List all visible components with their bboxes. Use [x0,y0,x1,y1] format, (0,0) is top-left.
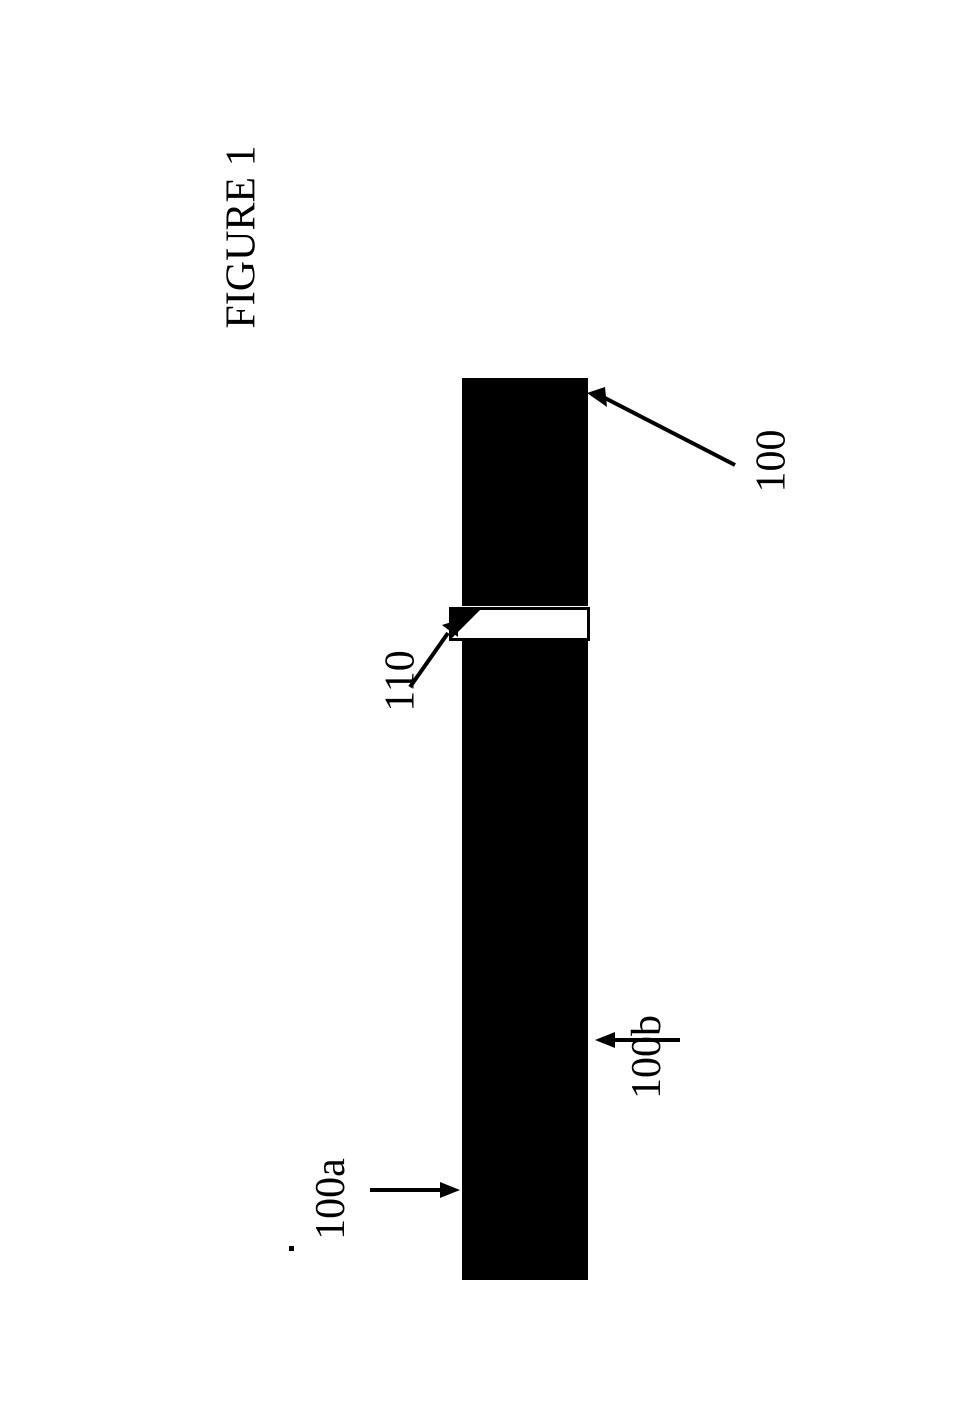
substrate-block-upper [462,378,588,606]
label-100a: 100a [307,1158,355,1240]
figure-title: FIGURE 1 [218,145,266,328]
arrow-100 [575,385,745,475]
dot-marker [289,1246,294,1251]
arrow-110 [400,615,470,695]
substrate-block-lower [462,640,588,1280]
arrow-100b [590,1025,685,1055]
label-100: 100 [748,430,796,493]
trench-box-110 [449,607,590,641]
arrow-100a [370,1175,465,1205]
